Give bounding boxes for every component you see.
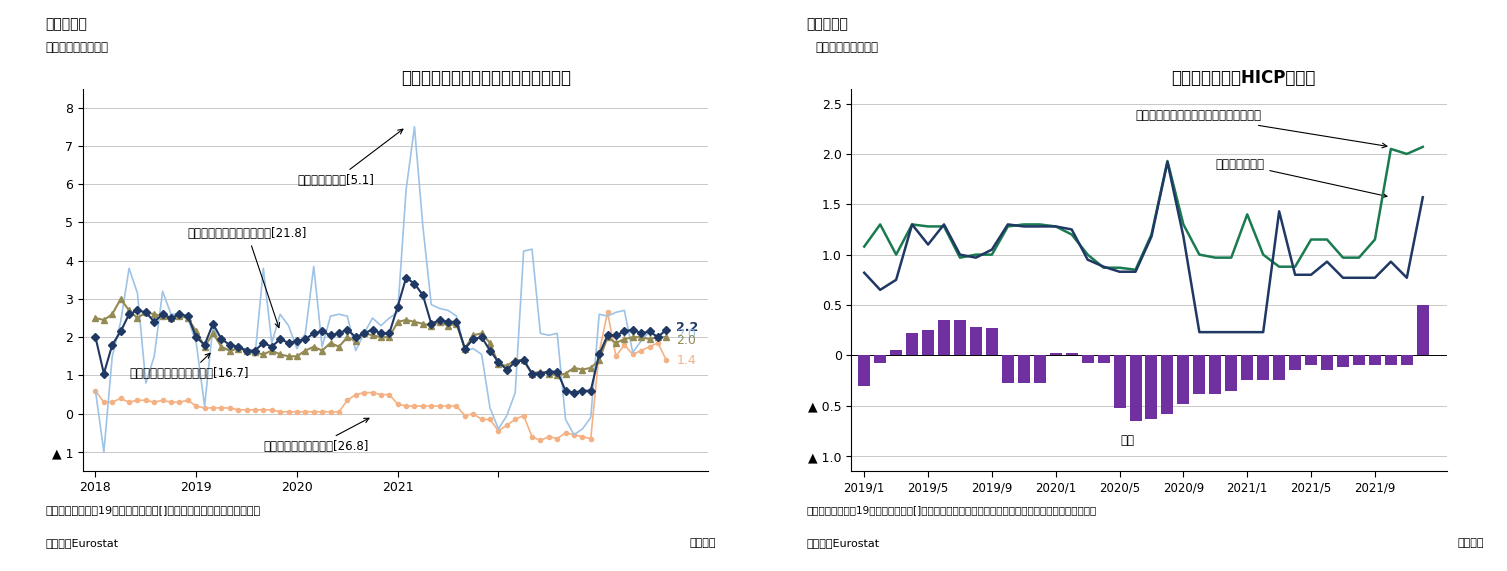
Bar xyxy=(874,355,886,363)
Bar xyxy=(986,328,998,355)
Bar xyxy=(1322,355,1334,371)
Text: （資料）Eurostat: （資料）Eurostat xyxy=(45,538,119,548)
Text: 財（エネルギー除く）[26.8]: 財（エネルギー除く）[26.8] xyxy=(264,418,369,453)
Bar xyxy=(954,320,966,355)
Bar xyxy=(1305,355,1317,365)
Bar xyxy=(937,320,949,355)
Text: （月次）: （月次） xyxy=(689,538,716,548)
Bar xyxy=(1194,355,1206,393)
Text: （注）ユーロ圏は19か国のデータ、[]内は総合指数に対するウェイト、税率固定指数は最新月を除く: （注）ユーロ圏は19か国のデータ、[]内は総合指数に対するウェイト、税率固定指数… xyxy=(806,505,1097,516)
Bar xyxy=(1225,355,1237,391)
Text: うち加工食品・アルコール[16.7]: うち加工食品・アルコール[16.7] xyxy=(130,353,249,380)
Bar xyxy=(1209,355,1221,393)
Text: 税率固定のコア: 税率固定のコア xyxy=(1215,158,1386,198)
Bar xyxy=(859,355,870,385)
Bar xyxy=(1050,353,1062,355)
Bar xyxy=(1337,355,1349,367)
Text: うち未加工食品[5.1]: うち未加工食品[5.1] xyxy=(297,129,402,187)
Text: （図表４）: （図表４） xyxy=(806,17,848,31)
Bar xyxy=(1097,355,1109,363)
Bar xyxy=(1002,355,1014,384)
Text: 飲食料（アルコール含む）[21.8]: 飲食料（アルコール含む）[21.8] xyxy=(188,227,307,328)
Text: 2.2: 2.2 xyxy=(677,321,699,334)
Text: ユーロ圏の飲食料価格の上昇率と内訳: ユーロ圏の飲食料価格の上昇率と内訳 xyxy=(401,69,571,87)
Text: 2.0: 2.0 xyxy=(677,333,696,347)
Bar xyxy=(1177,355,1189,404)
Text: （前年同月比、％）: （前年同月比、％） xyxy=(45,41,109,54)
Bar xyxy=(1114,355,1126,408)
Text: 差分: 差分 xyxy=(1121,434,1135,447)
Bar xyxy=(1257,355,1269,380)
Text: （月次）: （月次） xyxy=(1457,538,1484,548)
Bar xyxy=(1065,353,1078,355)
Bar xyxy=(1130,355,1141,421)
Bar xyxy=(971,327,983,355)
Bar xyxy=(1273,355,1285,380)
Bar xyxy=(1288,355,1301,371)
Bar xyxy=(891,350,903,355)
Bar xyxy=(1368,355,1380,365)
Bar xyxy=(1082,355,1094,363)
Text: 1.4: 1.4 xyxy=(677,353,696,367)
Bar xyxy=(1034,355,1046,384)
Text: （注）ユーロ圏は19か国のデータ、[]内は総合指数に対するウェイト: （注）ユーロ圏は19か国のデータ、[]内は総合指数に対するウェイト xyxy=(45,505,261,516)
Bar xyxy=(1353,355,1365,365)
Text: （前年同月比、％）: （前年同月比、％） xyxy=(815,41,879,54)
Text: （資料）Eurostat: （資料）Eurostat xyxy=(806,538,880,548)
Bar xyxy=(1242,355,1254,380)
Bar xyxy=(1385,355,1397,365)
Bar xyxy=(1417,305,1429,355)
Bar xyxy=(1145,355,1157,419)
Bar xyxy=(922,330,934,355)
Text: ユーロ圏のコアHICP上昇率: ユーロ圏のコアHICP上昇率 xyxy=(1171,69,1316,87)
Bar xyxy=(1017,355,1029,384)
Text: 2.0: 2.0 xyxy=(677,328,696,341)
Bar xyxy=(1162,355,1174,413)
Text: （図表３）: （図表３） xyxy=(45,17,87,31)
Text: コア（エネルギーと飲食料を除く総合）: コア（エネルギーと飲食料を除く総合） xyxy=(1135,109,1386,148)
Bar xyxy=(1402,355,1412,365)
Bar xyxy=(906,333,918,355)
